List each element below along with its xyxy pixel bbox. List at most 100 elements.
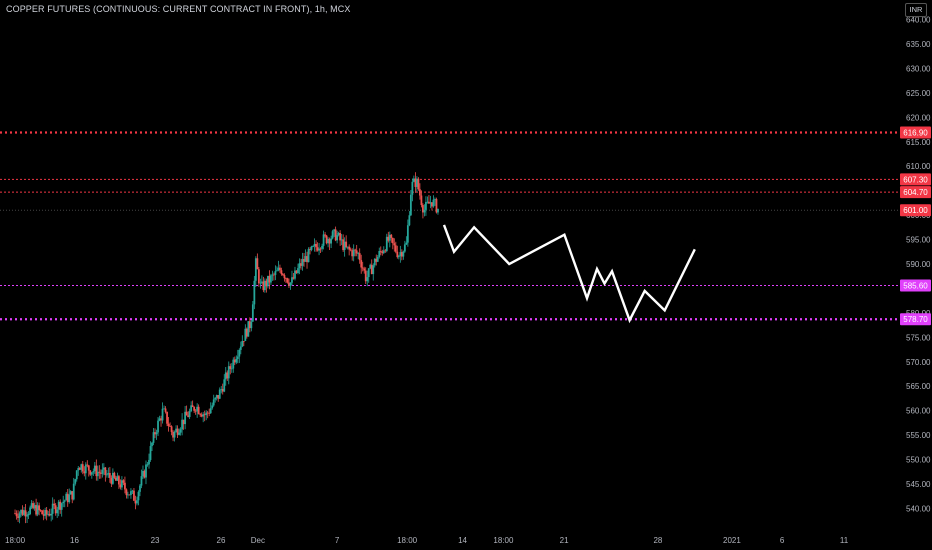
candle-body <box>263 280 266 291</box>
candle-body <box>95 465 98 477</box>
candle-body <box>277 267 280 271</box>
price-axis[interactable]: 540.00 545.00 550.00 555.00 560.00 565.00 570.… <box>906 16 931 514</box>
candle-body <box>298 263 301 269</box>
candle-body <box>111 472 114 484</box>
projection-polyline[interactable] <box>442 224 696 324</box>
candle-body <box>286 278 289 283</box>
candle-body <box>268 275 271 283</box>
candle-body <box>59 501 62 510</box>
candle-body <box>411 181 414 195</box>
candle-body <box>29 507 32 514</box>
candle-body <box>197 406 200 414</box>
time-tick-label: 16 <box>70 536 79 545</box>
candle-body <box>47 513 50 515</box>
candle-body <box>98 471 101 473</box>
candle-body <box>423 209 426 213</box>
candlestick-series <box>14 172 439 524</box>
candle-body <box>42 514 45 516</box>
candle-body <box>396 251 399 258</box>
candle-body <box>336 235 339 241</box>
candle-body <box>74 479 77 484</box>
candle-body <box>300 263 302 266</box>
candle-body <box>194 410 197 412</box>
candle-body <box>254 258 257 281</box>
horizontal-levels <box>0 131 898 321</box>
candle-body <box>38 505 41 511</box>
candle-body <box>226 372 229 379</box>
candle-body <box>306 256 308 263</box>
time-tick-label: 21 <box>560 536 569 545</box>
price-level-badge <box>900 173 931 186</box>
time-axis[interactable]: 18:00 16 23 26 Dec 7 18:00 14 18:00 21 28 2021 6 11 <box>5 536 849 545</box>
candle-body <box>399 252 402 257</box>
candle-body <box>354 249 357 251</box>
candle-body <box>331 231 334 239</box>
candle-body <box>128 494 131 496</box>
candle-body <box>164 408 167 412</box>
candle-body <box>53 503 56 506</box>
candle-body <box>209 408 212 414</box>
candle-body <box>87 465 90 471</box>
candle-body <box>81 464 84 472</box>
candle-body <box>122 480 125 483</box>
candle-body <box>355 250 358 254</box>
candle-body <box>376 256 379 262</box>
price-level-badge <box>900 126 931 139</box>
candle-body <box>179 429 182 433</box>
candle-body <box>119 484 122 488</box>
candle-body <box>313 243 316 247</box>
candle-body <box>142 470 144 477</box>
chart-title: COPPER FUTURES (CONTINUOUS: CURRENT CONT… <box>6 4 351 14</box>
candle-body <box>149 446 152 460</box>
candle-body <box>184 411 187 425</box>
candle-body <box>304 256 307 262</box>
candle-body <box>288 282 290 286</box>
candle-body <box>107 472 110 475</box>
candle-body <box>227 366 230 379</box>
candle-body <box>324 234 326 236</box>
candle-body <box>68 494 71 503</box>
price-tick-label: 550.00 <box>906 456 931 465</box>
candle-body <box>352 249 355 257</box>
candle-body <box>244 328 247 342</box>
candle-body <box>402 251 405 257</box>
candle-body <box>373 258 376 266</box>
candle-body <box>51 503 54 514</box>
candle-body <box>282 274 284 276</box>
candle-body <box>319 248 322 250</box>
candle-body <box>169 426 171 427</box>
candle-body <box>41 510 44 515</box>
price-level-label: 578.70 <box>903 315 928 324</box>
candle-body <box>26 515 28 517</box>
currency-button[interactable]: INR <box>905 3 927 17</box>
candle-body <box>146 464 149 466</box>
candle-body <box>241 340 244 347</box>
candle-body <box>372 265 375 275</box>
candle-body <box>211 405 214 409</box>
candle-body <box>172 431 174 438</box>
candle-body <box>155 432 158 435</box>
candle-body <box>250 321 253 329</box>
candle-body <box>72 483 75 500</box>
candle-body <box>303 259 305 262</box>
candle-body <box>160 418 162 421</box>
candle-body <box>384 250 387 252</box>
candle-body <box>361 267 364 269</box>
candle-body <box>318 248 320 251</box>
candle-body <box>54 505 57 514</box>
price-tick-label: 560.00 <box>906 407 931 416</box>
candle-body <box>104 467 107 475</box>
candle-body <box>369 264 372 269</box>
candle-body <box>113 472 116 478</box>
candle-body <box>203 414 206 416</box>
candle-body <box>337 232 340 236</box>
candle-body <box>63 500 66 502</box>
candle-body <box>57 501 60 510</box>
candle-body <box>136 500 138 504</box>
price-tick-label: 615.00 <box>906 138 931 147</box>
candle-body <box>131 490 134 492</box>
candle-body <box>388 234 391 241</box>
candle-body <box>130 491 132 495</box>
candle-body <box>62 501 65 504</box>
